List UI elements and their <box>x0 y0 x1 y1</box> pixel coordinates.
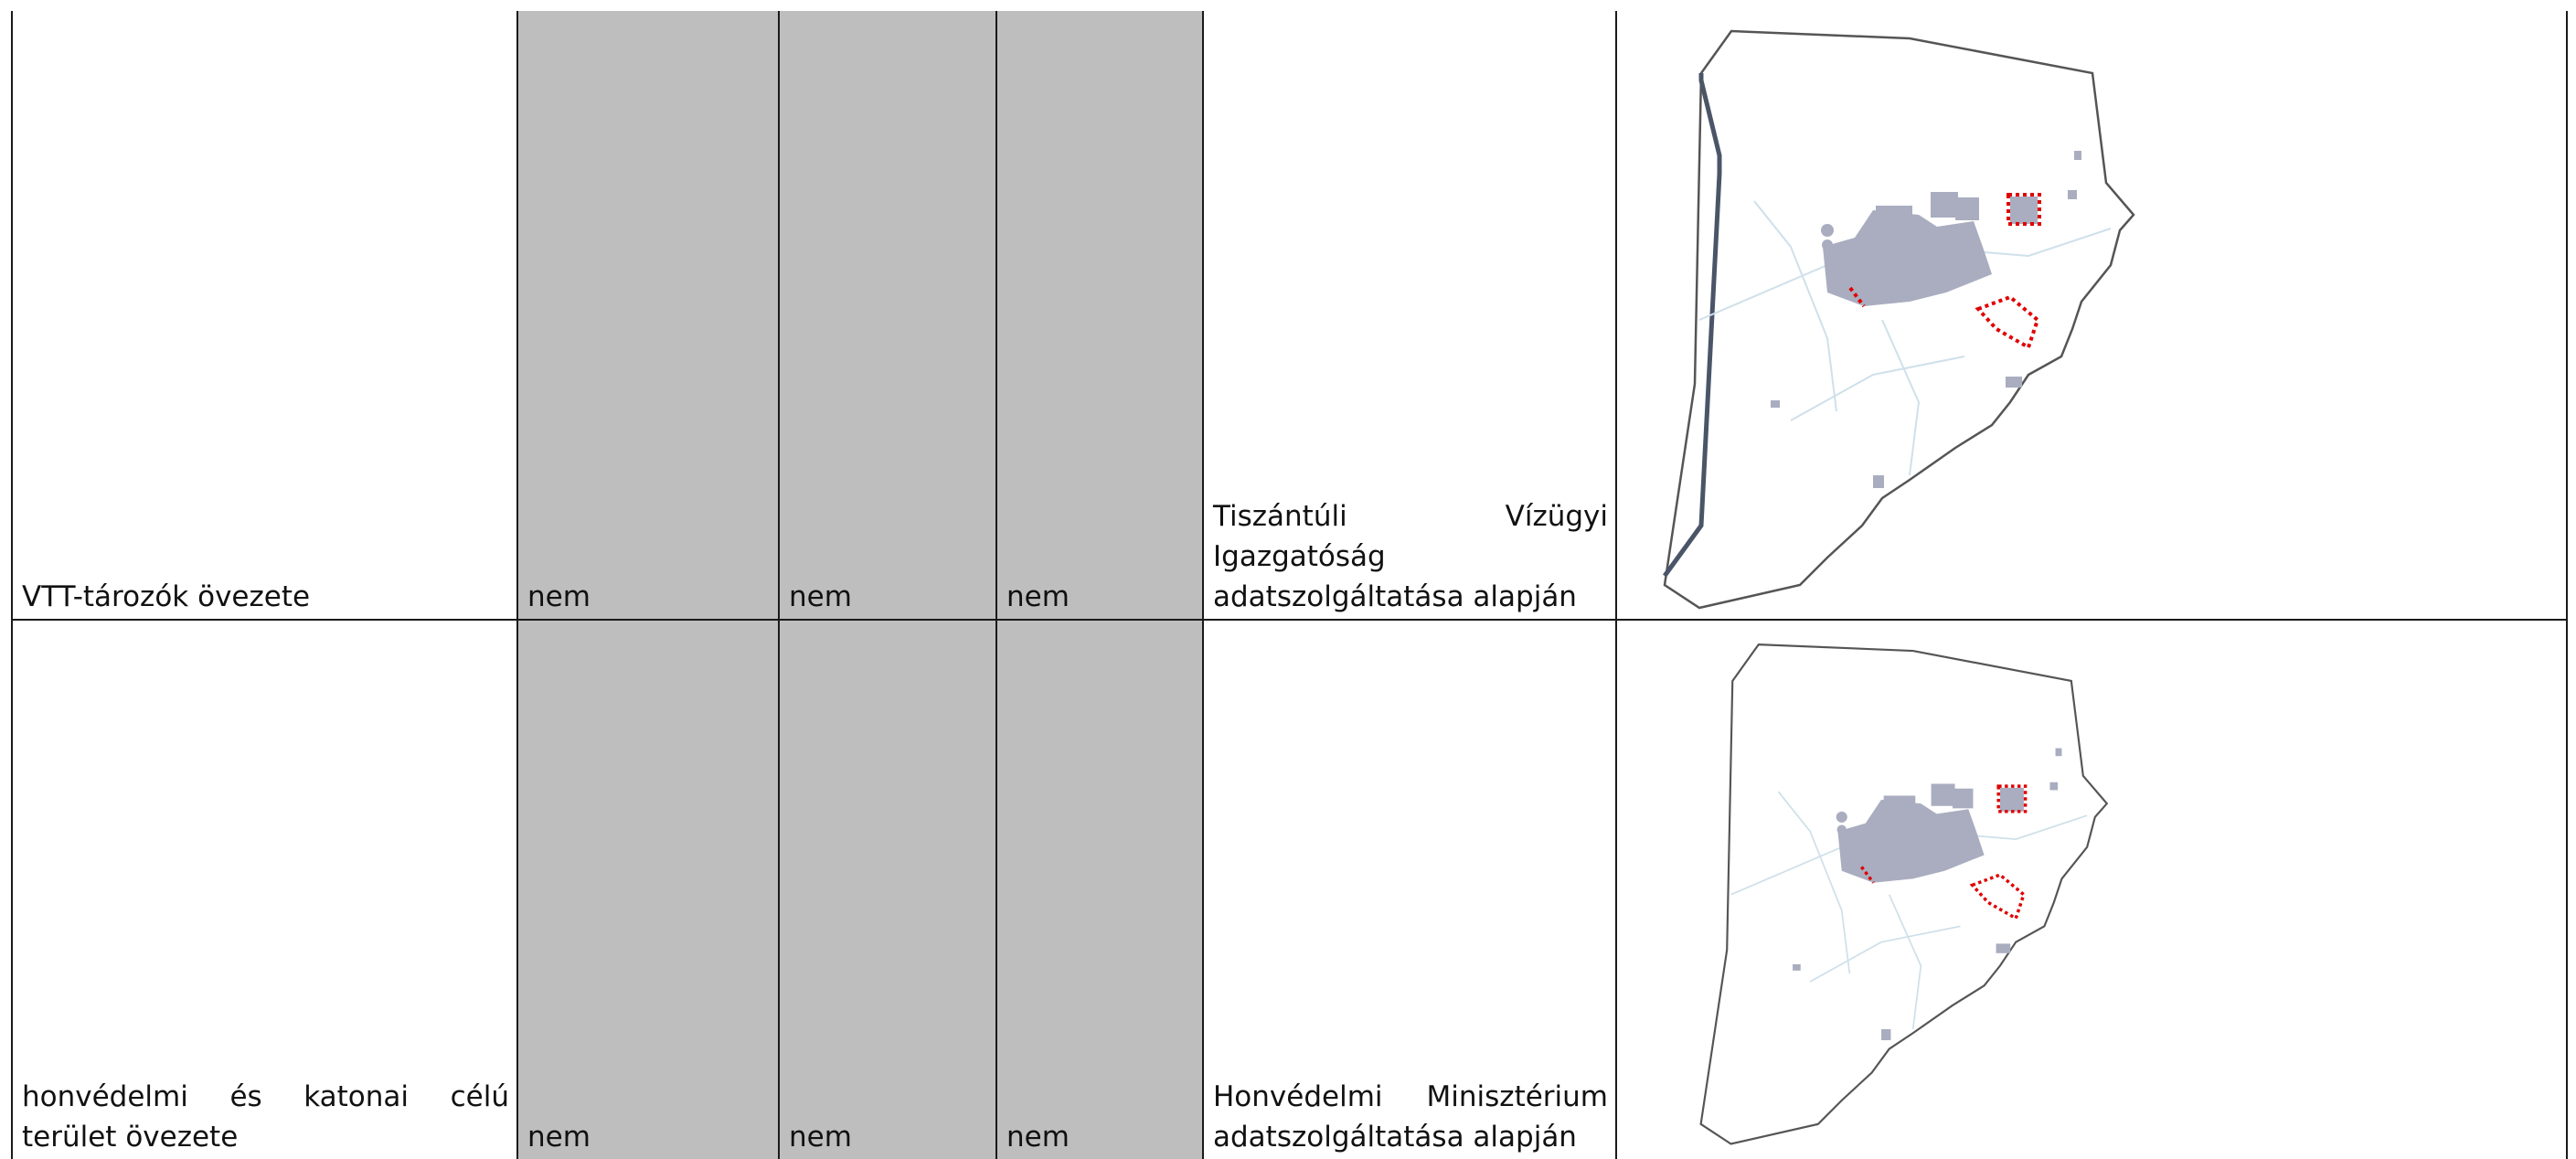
table-row: honvédelmi és katonai célú terület öveze… <box>11 621 2568 1159</box>
applicability-cell-a: nem <box>518 621 780 1159</box>
map-cell <box>1617 11 2568 621</box>
applicability-cell-a: nem <box>518 11 780 621</box>
table-row: VTT-tározók övezete nem nem nem Tiszántú… <box>11 11 2568 621</box>
applicability-value-c: nem <box>1006 1121 1070 1154</box>
map-drawing <box>1699 643 2109 1145</box>
applicability-value-b: nem <box>789 580 852 613</box>
applicability-value-a: nem <box>527 580 591 613</box>
zone-name-cell: honvédelmi és katonai célú terület öveze… <box>11 621 518 1159</box>
settlement-map-icon <box>1645 18 2184 618</box>
applicability-value-a: nem <box>527 1121 591 1154</box>
data-source: Honvédelmi Minisztérium adatszolgáltatás… <box>1213 1080 1608 1154</box>
zone-name: honvédelmi és katonai célú terület öveze… <box>22 1080 509 1154</box>
applicability-value-c: nem <box>1006 580 1070 613</box>
source-cell: Tiszántúli Vízügyi Igazgatóság adatszolg… <box>1204 11 1617 621</box>
applicability-cell-c: nem <box>997 621 1204 1159</box>
source-cell: Honvédelmi Minisztérium adatszolgáltatás… <box>1204 621 1617 1159</box>
data-source: Tiszántúli Vízügyi Igazgatóság adatszolg… <box>1213 500 1608 613</box>
map-cell <box>1617 621 2568 1159</box>
regulation-zones-table: VTT-tározók övezete nem nem nem Tiszántú… <box>11 11 2568 1159</box>
applicability-cell-c: nem <box>997 11 1204 621</box>
applicability-value-b: nem <box>789 1121 852 1154</box>
applicability-cell-b: nem <box>780 11 997 621</box>
map-drawing <box>1662 29 2135 610</box>
settlement-map-icon <box>1663 633 2171 1153</box>
zone-name: VTT-tározók övezete <box>22 580 311 613</box>
applicability-cell-b: nem <box>780 621 997 1159</box>
zone-name-cell: VTT-tározók övezete <box>11 11 518 621</box>
